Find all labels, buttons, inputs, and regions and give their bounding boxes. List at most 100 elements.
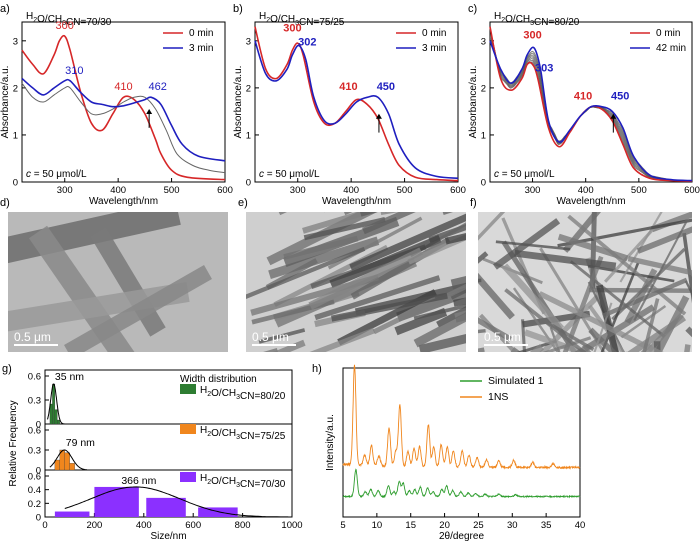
y-tick-label: 0 — [36, 466, 41, 477]
histogram-bar — [54, 511, 90, 517]
nanobelt — [302, 212, 377, 234]
subscript: 3 — [295, 20, 299, 27]
legend-label: 1NS — [488, 391, 508, 403]
text-span: H — [200, 473, 207, 484]
nanobelt — [582, 364, 695, 464]
subscript: 2 — [207, 479, 211, 486]
text-span: CN=75/25 — [240, 431, 286, 442]
y-tick-label: 2 — [13, 83, 18, 94]
nanobelt — [557, 357, 630, 411]
panel-label: f) — [470, 197, 477, 209]
nanobelt — [246, 246, 366, 299]
peak-annotation: 410 — [574, 91, 592, 103]
x-tick-label: 400 — [136, 520, 152, 531]
y-tick-label: 0.6 — [28, 426, 41, 437]
peak-annotation: 300 — [523, 29, 541, 41]
pxrd-panel: h) 5 10 15 20 25 30 35 40 2θ/degree Intensity/a.u.… — [312, 363, 585, 542]
subscript: 2 — [207, 391, 211, 398]
text-span: O/CH — [211, 388, 236, 399]
text-span: = 50 μmol/L — [499, 169, 555, 180]
x-tick-label: 600 — [185, 520, 201, 531]
nanobelt — [582, 344, 592, 352]
nanobelt — [501, 263, 565, 332]
nanobelt — [407, 234, 466, 265]
panel-label: b) — [233, 3, 243, 15]
nanobelt — [479, 313, 518, 352]
peak-label: 79 nm — [66, 437, 95, 449]
nanobelt — [478, 212, 506, 241]
scale-label: 0.5 μm — [252, 330, 289, 344]
text-span: O/CH — [505, 14, 530, 25]
nanobelt — [492, 218, 561, 270]
peak-annotation: 410 — [114, 81, 132, 93]
y-tick-label: 1 — [246, 130, 251, 141]
x-tick-label: 15 — [405, 520, 416, 531]
text-span: O/CH — [270, 14, 295, 25]
peak-annotation: 302 — [298, 37, 316, 49]
nanobelt — [602, 277, 688, 318]
nanobelt — [684, 344, 691, 352]
fit-curve — [49, 449, 88, 471]
nanobelt — [587, 264, 675, 283]
nanobelt — [263, 348, 278, 352]
histogram-bar — [54, 459, 60, 471]
panel-label: e) — [238, 197, 248, 209]
text-span: O/CH — [211, 428, 236, 439]
y-tick-label: 0 — [13, 178, 18, 189]
nanobelt — [591, 354, 682, 419]
x-axis-label: Size/nm — [150, 531, 186, 542]
peak-annotation: 300 — [283, 22, 301, 34]
y-tick-label: 1 — [13, 130, 18, 141]
subscript: 3 — [236, 434, 240, 441]
text-span: c — [494, 169, 499, 180]
nanobelt — [514, 249, 617, 270]
nanobelt — [394, 307, 448, 336]
subscript: 2 — [501, 17, 505, 24]
x-axis-label: 2θ/degree — [439, 531, 484, 542]
nanobelt — [303, 217, 386, 241]
arrow-head — [375, 113, 382, 119]
x-tick-label: 300 — [525, 185, 541, 196]
peak-annotation: 450 — [377, 81, 395, 93]
y-tick-label: 0.4 — [28, 485, 41, 496]
fit-curve — [64, 486, 289, 518]
text-span: O/CH — [211, 476, 236, 487]
x-tick-label: 500 — [631, 185, 647, 196]
series-line — [21, 82, 226, 174]
histogram-bar — [64, 452, 70, 471]
nanobelt — [624, 368, 643, 487]
intermediate-series-line — [490, 42, 693, 182]
legend-label: 0 min — [422, 28, 446, 39]
nanobelt — [619, 212, 663, 283]
nanobelt — [570, 363, 608, 438]
y-tick-label: 2 — [481, 83, 486, 94]
nanobelt — [444, 233, 466, 245]
series-line — [489, 26, 693, 182]
nanobelt — [633, 220, 688, 321]
text-span: H — [26, 11, 33, 22]
y-tick-label: 3 — [481, 36, 486, 47]
plot-frame — [21, 21, 226, 183]
intermediate-series-line — [490, 37, 693, 182]
y-axis-label: Relative Frequency — [8, 400, 19, 486]
subscript: 3 — [62, 20, 66, 27]
legend-label: 3 min — [189, 43, 213, 54]
concentration-label: c = 50 μmol/L — [259, 169, 320, 180]
nanobelt — [548, 362, 591, 385]
y-tick-label: 0.6 — [28, 372, 41, 383]
panel-title: H2O/CH3CN=80/20 — [494, 11, 580, 28]
nanobelt — [413, 304, 466, 321]
legend-label: Simulated 1 — [488, 375, 544, 387]
legend-label: 42 min — [656, 43, 686, 54]
micrograph-content — [478, 212, 700, 487]
text-span: CN=70/30 — [240, 479, 286, 490]
series-line — [489, 40, 693, 182]
concentration-label: c = 50 μmol/L — [494, 169, 555, 180]
nanobelt — [540, 360, 601, 362]
nanobelt — [681, 366, 700, 481]
text-span: H — [200, 425, 207, 436]
histogram-bar — [54, 409, 58, 425]
nanobelt — [8, 212, 181, 264]
